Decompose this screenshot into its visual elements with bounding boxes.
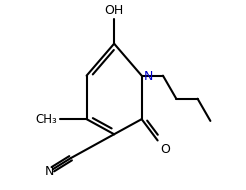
Text: N: N <box>144 70 153 83</box>
Text: N: N <box>44 165 54 178</box>
Text: O: O <box>161 143 170 157</box>
Text: OH: OH <box>105 4 124 17</box>
Text: CH₃: CH₃ <box>35 113 57 126</box>
